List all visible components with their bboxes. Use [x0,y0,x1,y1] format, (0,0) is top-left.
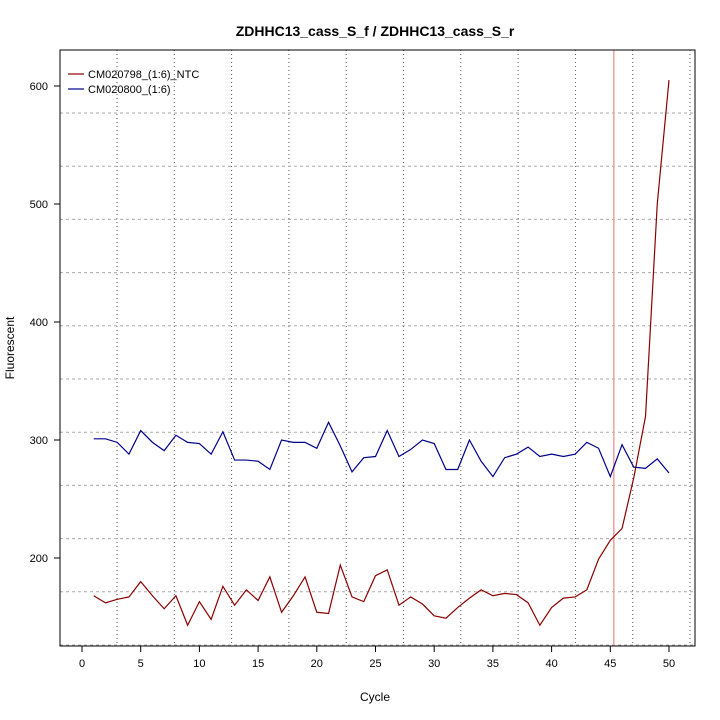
x-tick-label: 25 [369,658,381,670]
series-line-1 [93,420,670,479]
x-tick-label: 50 [663,658,675,670]
x-tick-label: 35 [487,658,499,670]
x-tick-label: 0 [79,658,85,670]
y-tick-label: 200 [30,553,48,565]
legend: CM020798_(1:6)_NTC CM020800_(1:6) [68,69,199,96]
x-tick-label: 5 [138,658,144,670]
y-tick-label: 600 [30,81,48,93]
x-tick-label: 40 [545,658,557,670]
x-tick-label: 10 [193,658,205,670]
x-tick-label: 45 [604,658,616,670]
y-tick-label: 500 [30,199,48,211]
legend-label: CM020798_(1:6)_NTC [88,69,199,81]
y-axis: 200 300 400 500 600 [30,81,60,565]
grid [60,50,695,646]
x-tick-label: 20 [311,658,323,670]
chart-title: ZDHHC13_cass_S_f / ZDHHC13_cass_S_r [236,23,515,39]
x-tick-label: 15 [252,658,264,670]
y-tick-label: 300 [30,435,48,447]
x-axis-label: Cycle [360,690,390,704]
series-line-0 [93,80,670,627]
y-tick-label: 400 [30,317,48,329]
x-tick-label: 30 [428,658,440,670]
series-group [93,80,670,627]
legend-label: CM020800_(1:6) [88,84,171,96]
y-axis-label: Fluorescent [3,316,17,379]
x-axis: 0 5 10 15 20 25 30 35 40 45 50 [79,646,675,670]
plot-frame [59,49,696,647]
